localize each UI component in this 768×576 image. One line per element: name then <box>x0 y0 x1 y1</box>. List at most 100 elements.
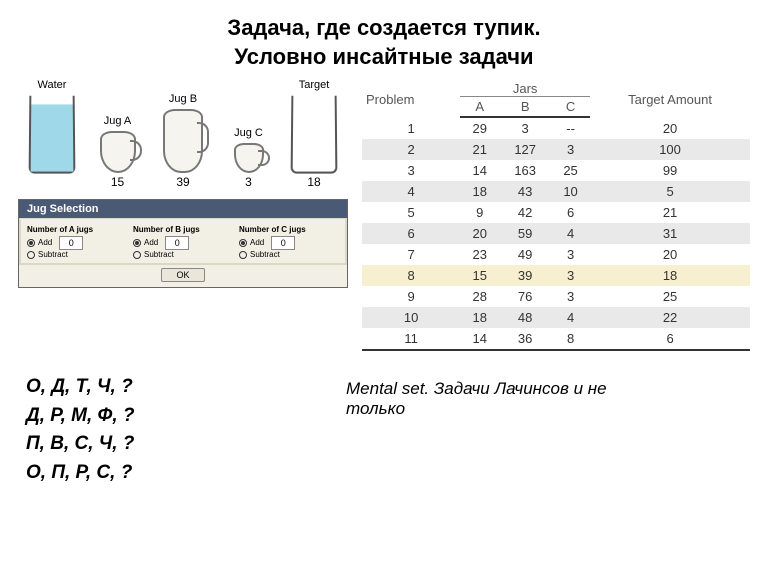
jug-c-label: Jug C <box>234 127 263 141</box>
radio-icon <box>27 251 35 259</box>
table-cell: 29 <box>460 117 499 139</box>
table-cell: 43 <box>499 181 551 202</box>
table-row: 3141632599 <box>362 160 750 181</box>
table-cell: 20 <box>590 244 750 265</box>
col-problem: Problem <box>362 79 460 117</box>
seq-2: Д, Р, М, Ф, ? <box>26 402 256 431</box>
group-a-sub-row[interactable]: Subtract <box>27 250 127 260</box>
group-b-add-row[interactable]: Add 0 <box>133 236 233 250</box>
group-a-add-row[interactable]: Add 0 <box>27 236 127 250</box>
table-cell: 18 <box>460 307 499 328</box>
table-row: 5942621 <box>362 202 750 223</box>
table-row: 2211273100 <box>362 139 750 160</box>
table-cell: 14 <box>460 160 499 181</box>
group-a-value[interactable]: 0 <box>59 236 83 250</box>
table-cell: 9 <box>362 286 460 307</box>
table-cell: 25 <box>590 286 750 307</box>
table-cell: 6 <box>362 223 460 244</box>
group-c-sub-row[interactable]: Subtract <box>239 250 339 260</box>
table-cell: 11 <box>362 328 460 350</box>
group-b-value[interactable]: 0 <box>165 236 189 250</box>
jug-a-value: 15 <box>111 175 124 189</box>
table-cell: 39 <box>499 265 551 286</box>
table-cell: 48 <box>499 307 551 328</box>
radio-icon <box>27 239 35 247</box>
group-a-title: Number of A jugs <box>27 225 127 234</box>
table-cell: 163 <box>499 160 551 181</box>
table-cell: 5 <box>590 181 750 202</box>
group-c-add-row[interactable]: Add 0 <box>239 236 339 250</box>
table-cell: 3 <box>499 117 551 139</box>
mental-set-l1: Mental set. Задачи Лачинсов и не <box>346 379 607 398</box>
group-b-add: Add <box>144 238 158 248</box>
target-value: 18 <box>307 175 320 189</box>
slide-title: Задача, где создается тупик. Условно инс… <box>0 0 768 71</box>
table-cell: 76 <box>499 286 551 307</box>
jug-b-label: Jug B <box>169 93 197 107</box>
group-a-add: Add <box>38 238 52 248</box>
table-cell: 36 <box>499 328 551 350</box>
table-row: 92876325 <box>362 286 750 307</box>
jugs-row: Water Jug A 15 Jug B 39 Jug C 3 <box>18 79 348 189</box>
table-cell: 10 <box>362 307 460 328</box>
table-row: 1293--20 <box>362 117 750 139</box>
table-cell: 127 <box>499 139 551 160</box>
group-b-title: Number of B jugs <box>133 225 233 234</box>
table-cell: 6 <box>551 202 590 223</box>
jars-table: Problem Jars Target Amount A B C 1293--2… <box>362 79 750 351</box>
table-cell: 2 <box>362 139 460 160</box>
group-b-sub: Subtract <box>144 250 174 260</box>
table-cell: 3 <box>362 160 460 181</box>
table-row: 62059431 <box>362 223 750 244</box>
table-cell: 100 <box>590 139 750 160</box>
group-c-sub: Subtract <box>250 250 280 260</box>
table-cell: -- <box>551 117 590 139</box>
table-cell: 10 <box>551 181 590 202</box>
bottom-row: О, Д, Т, Ч, ? Д, Р, М, Ф, ? П, В, С, Ч, … <box>0 351 768 487</box>
table-cell: 21 <box>590 202 750 223</box>
group-c: Number of C jugs Add 0 Subtract <box>239 225 339 260</box>
target-glass-cell: Target 18 <box>284 79 344 189</box>
group-b-sub-row[interactable]: Subtract <box>133 250 233 260</box>
radio-icon <box>239 251 247 259</box>
table-body: 1293--2022112731003141632599418431055942… <box>362 117 750 350</box>
table-cell: 3 <box>551 286 590 307</box>
table-row: 72349320 <box>362 244 750 265</box>
table-cell: 49 <box>499 244 551 265</box>
table-cell: 9 <box>460 202 499 223</box>
title-line-2: Условно инсайтные задачи <box>234 44 533 69</box>
radio-icon <box>133 251 141 259</box>
group-b: Number of B jugs Add 0 Subtract <box>133 225 233 260</box>
table-row: 101848422 <box>362 307 750 328</box>
water-fill <box>31 105 74 172</box>
group-c-value[interactable]: 0 <box>271 236 295 250</box>
table-row: 81539318 <box>362 265 750 286</box>
jug-c-cell: Jug C 3 <box>219 127 279 189</box>
table-cell: 1 <box>362 117 460 139</box>
jug-a-cell: Jug A 15 <box>88 115 148 189</box>
seq-3: П, В, С, Ч, ? <box>26 430 256 459</box>
water-glass-cell: Water <box>22 79 82 189</box>
table-cell: 31 <box>590 223 750 244</box>
panel-footer: OK <box>19 265 347 287</box>
table-cell: 20 <box>460 223 499 244</box>
table-cell: 6 <box>590 328 750 350</box>
mental-set-l2: только <box>346 399 405 418</box>
table-cell: 99 <box>590 160 750 181</box>
ok-button[interactable]: OK <box>161 268 204 282</box>
right-column: Problem Jars Target Amount A B C 1293--2… <box>362 79 750 351</box>
col-jars: Jars <box>460 79 590 97</box>
panel-body: Number of A jugs Add 0 Subtract Number o… <box>19 218 347 264</box>
title-line-1: Задача, где создается тупик. <box>227 15 540 40</box>
table-cell: 3 <box>551 265 590 286</box>
table-row: 41843105 <box>362 181 750 202</box>
jug-b-cell: Jug B 39 <box>153 93 213 189</box>
left-column: Water Jug A 15 Jug B 39 Jug C 3 <box>18 79 348 351</box>
main-content: Water Jug A 15 Jug B 39 Jug C 3 <box>0 71 768 351</box>
panel-title: Jug Selection <box>19 200 347 218</box>
table-cell: 42 <box>499 202 551 223</box>
letter-sequences: О, Д, Т, Ч, ? Д, Р, М, Ф, ? П, В, С, Ч, … <box>26 373 256 487</box>
seq-1: О, Д, Т, Ч, ? <box>26 373 256 402</box>
table-cell: 23 <box>460 244 499 265</box>
col-target: Target Amount <box>590 79 750 117</box>
